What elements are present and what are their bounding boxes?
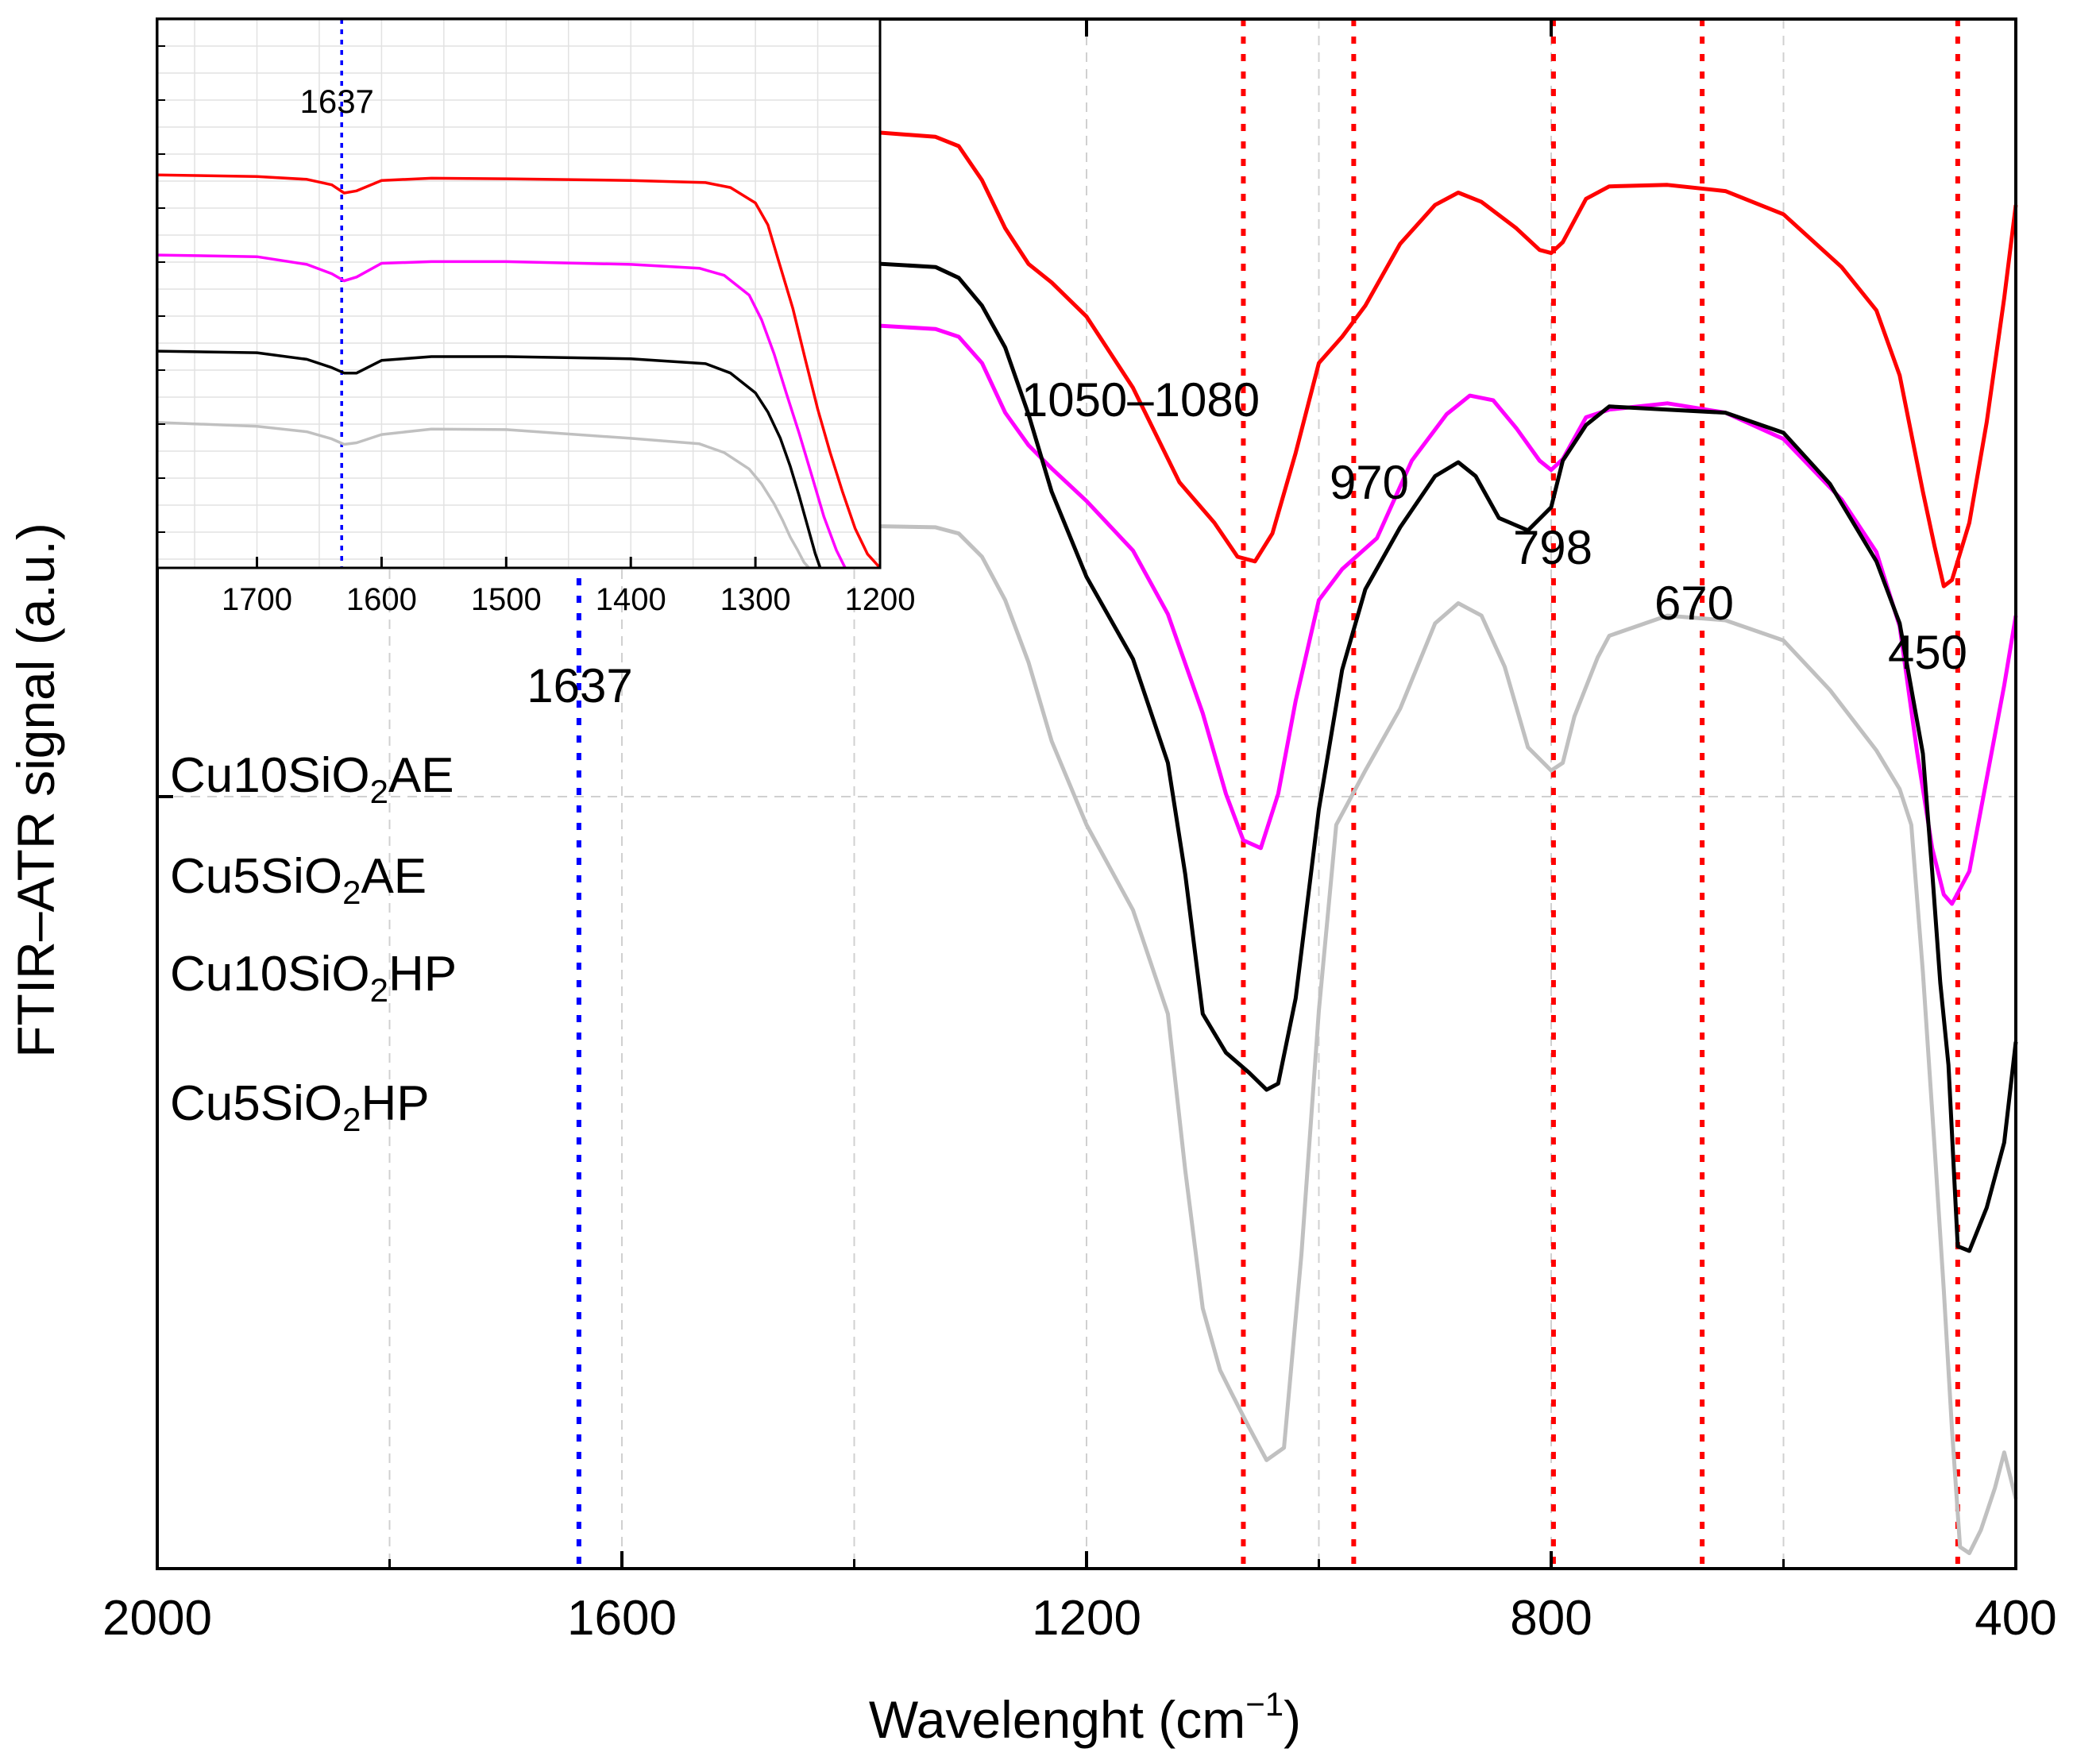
inset-x-tick-label: 1500 bbox=[471, 582, 542, 617]
inset-x-tick-label: 1400 bbox=[596, 582, 666, 617]
series-label-main: Cu10SiO bbox=[170, 947, 370, 1002]
series-line-Cu5SiO2HP bbox=[156, 515, 2018, 1555]
annotation-1050–1080: 1050–1080 bbox=[1021, 373, 1260, 427]
inset-x-tick-label: 1600 bbox=[346, 582, 417, 617]
inset-plot-frame bbox=[156, 17, 882, 569]
inset-x-tick-label: 1700 bbox=[222, 582, 292, 617]
series-label-subscript: 2 bbox=[342, 874, 361, 911]
inset-background bbox=[157, 19, 880, 568]
series-label-suffix: HP bbox=[388, 947, 457, 1002]
main-marker-annotations: 1637 1050–1080 970 798 670 450 bbox=[527, 373, 1967, 712]
series-line-Cu10SiO2HP bbox=[156, 253, 2018, 1253]
inset-series bbox=[156, 173, 882, 569]
inset-x-tick-labels: 1700 1600 1500 1400 1300 1200 bbox=[222, 582, 915, 617]
series-label-main: Cu5SiO bbox=[170, 1076, 342, 1131]
inset-annotation-1637: 1637 bbox=[299, 83, 373, 120]
main-series bbox=[156, 119, 2018, 1555]
series-label-subscript: 2 bbox=[370, 971, 388, 1009]
x-tick-label: 800 bbox=[1510, 1591, 1592, 1646]
series-label-Cu10SiO2AE: Cu10SiO2AE bbox=[170, 748, 454, 810]
series-label-main: Cu5SiO bbox=[170, 849, 342, 904]
inset-grid bbox=[157, 19, 880, 568]
x-tick-label: 2000 bbox=[102, 1591, 212, 1646]
inset-x-tick-label: 1300 bbox=[720, 582, 791, 617]
series-label-Cu10SiO2HP: Cu10SiO2HP bbox=[170, 947, 457, 1009]
inset-series-line-Cu10SiO2AE bbox=[156, 173, 882, 569]
series-label-suffix: AE bbox=[361, 849, 427, 904]
inset-x-tick-label: 1200 bbox=[845, 582, 916, 617]
y-axis-title: FTIR–ATR signal (a.u.) bbox=[6, 523, 65, 1058]
annotation-670: 670 bbox=[1654, 577, 1734, 630]
x-tick-label: 400 bbox=[1975, 1591, 2056, 1646]
series-label-subscript: 2 bbox=[370, 773, 388, 810]
annotation-450: 450 bbox=[1888, 626, 1967, 679]
x-tick-label: 1200 bbox=[1032, 1591, 1141, 1646]
annotation-970: 970 bbox=[1330, 456, 1409, 509]
x-axis-title: Wavelenght (cm−1) bbox=[869, 1685, 1301, 1749]
series-label-Cu5SiO2AE: Cu5SiO2AE bbox=[170, 849, 427, 911]
series-label-main: Cu10SiO bbox=[170, 748, 370, 803]
inset-series-line-Cu10SiO2HP bbox=[156, 349, 822, 569]
inset-axis-ticks bbox=[157, 45, 882, 568]
main-x-tick-labels: 2000 1600 1200 800 400 bbox=[102, 1591, 2057, 1646]
inset-series-line-Cu5SiO2HP bbox=[156, 421, 810, 569]
inset-marker-annotations: 1637 bbox=[299, 83, 373, 120]
x-tick-label: 1600 bbox=[567, 1591, 677, 1646]
series-label-Cu5SiO2HP: Cu5SiO2HP bbox=[170, 1076, 430, 1138]
annotation-1637: 1637 bbox=[527, 659, 632, 712]
series-line-Cu10SiO2AE bbox=[156, 119, 2018, 589]
series-label-suffix: AE bbox=[388, 748, 454, 803]
inset-series-line-Cu5SiO2AE bbox=[156, 253, 847, 569]
series-label-suffix: HP bbox=[361, 1076, 429, 1131]
main-plot: 2000 1600 1200 800 400 1637 1050–1080 970 798 67… bbox=[6, 17, 2057, 1749]
annotation-798: 798 bbox=[1513, 521, 1592, 574]
series-label-subscript: 2 bbox=[342, 1101, 361, 1138]
inset-plot: 1700 1600 1500 1400 1300 1200 1637 bbox=[156, 17, 915, 617]
